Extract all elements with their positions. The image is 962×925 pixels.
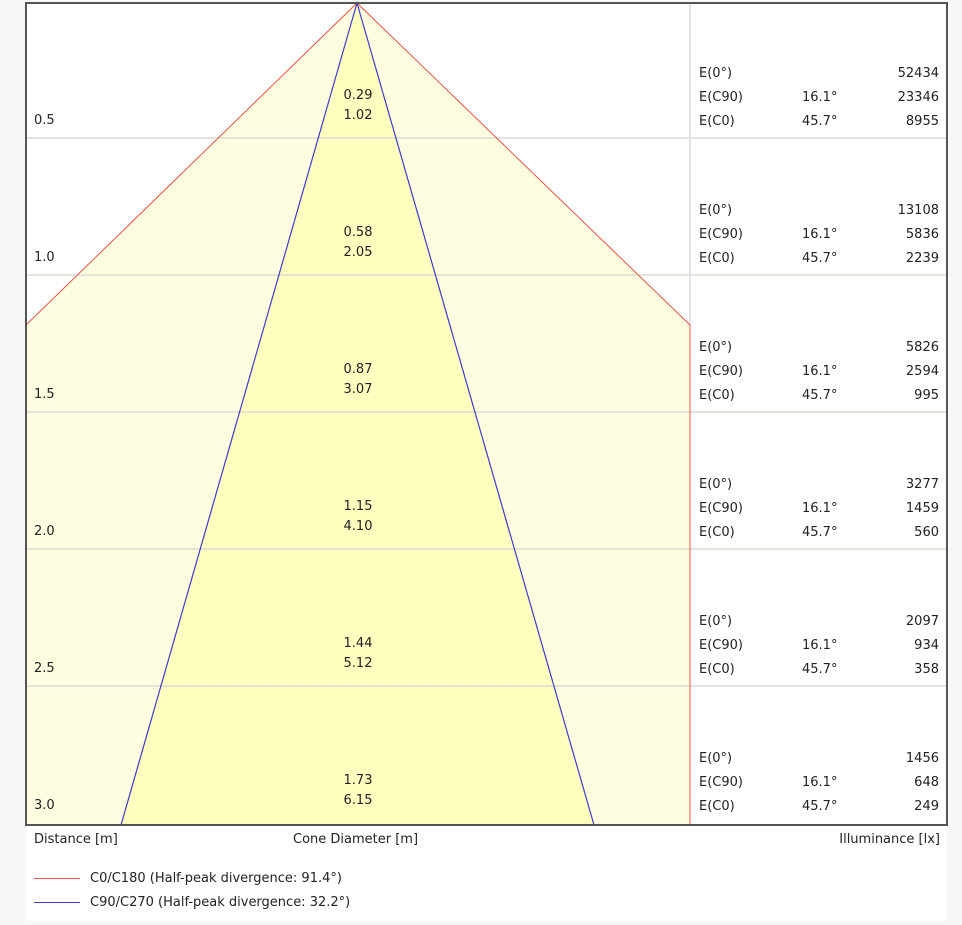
plot-frame bbox=[25, 2, 948, 826]
c90-diameter: 0.87 bbox=[344, 362, 373, 377]
blue-line-swatch-icon bbox=[34, 901, 80, 903]
illum-value: 5826 bbox=[906, 340, 939, 355]
illum-value: 560 bbox=[914, 525, 939, 540]
illuminance-block-4: E(0°) 2097 E(C90) 16.1° 934 E(C0) 45.7° … bbox=[699, 614, 939, 677]
distance-label: 1.0 bbox=[34, 250, 55, 265]
illum-value: 13108 bbox=[898, 203, 939, 218]
illum-angle: 45.7° bbox=[802, 388, 837, 403]
illuminance-block-5: E(0°) 1456 E(C90) 16.1° 648 E(C0) 45.7° … bbox=[699, 751, 939, 814]
illum-label: E(0°) bbox=[699, 340, 732, 355]
illum-label: E(C90) bbox=[699, 227, 743, 242]
c90-diameter: 1.73 bbox=[344, 773, 373, 788]
illum-label: E(C90) bbox=[699, 501, 743, 516]
illum-label: E(0°) bbox=[699, 614, 732, 629]
legend-label: C0/C180 (Half-peak divergence: 91.4°) bbox=[90, 870, 342, 886]
illum-angle: 16.1° bbox=[802, 227, 837, 242]
distance-axis-label: Distance [m] bbox=[34, 832, 118, 847]
illum-angle: 16.1° bbox=[802, 775, 837, 790]
illuminance-block-1: E(0°) 13108 E(C90) 16.1° 5836 E(C0) 45.7… bbox=[699, 203, 939, 266]
legend-item-c0: C0/C180 (Half-peak divergence: 91.4°) bbox=[34, 869, 342, 887]
c0-diameter: 1.02 bbox=[344, 108, 373, 123]
illum-value: 52434 bbox=[898, 66, 939, 81]
illum-value: 249 bbox=[914, 799, 939, 814]
illum-label: E(C90) bbox=[699, 364, 743, 379]
illum-value: 1456 bbox=[906, 751, 939, 766]
illum-value: 5836 bbox=[906, 227, 939, 242]
illum-value: 934 bbox=[914, 638, 939, 653]
c90-diameter: 0.58 bbox=[344, 225, 373, 240]
illum-label: E(C0) bbox=[699, 114, 735, 129]
illum-value: 8955 bbox=[906, 114, 939, 129]
grid-lines bbox=[26, 137, 947, 687]
illum-angle: 45.7° bbox=[802, 114, 837, 129]
c90-cone-fill bbox=[121, 3, 594, 825]
illum-label: E(C0) bbox=[699, 251, 735, 266]
distance-label: 2.5 bbox=[34, 661, 55, 676]
red-line-swatch-icon bbox=[34, 877, 80, 879]
cone-diameter-labels: 0.29 1.02 0.58 2.05 0.87 3.07 1.15 4.10 … bbox=[344, 88, 373, 808]
distance-label: 1.5 bbox=[34, 387, 55, 402]
illum-label: E(C0) bbox=[699, 525, 735, 540]
c0-diameter: 6.15 bbox=[344, 793, 373, 808]
c90-diameter: 0.29 bbox=[344, 88, 373, 103]
illum-angle: 16.1° bbox=[802, 90, 837, 105]
illum-label: E(C90) bbox=[699, 90, 743, 105]
illum-value: 995 bbox=[914, 388, 939, 403]
illum-label: E(0°) bbox=[699, 203, 732, 218]
illum-angle: 16.1° bbox=[802, 501, 837, 516]
distance-label: 0.5 bbox=[34, 113, 55, 128]
illum-label: E(C90) bbox=[699, 775, 743, 790]
illum-label: E(C0) bbox=[699, 799, 735, 814]
illum-angle: 45.7° bbox=[802, 251, 837, 266]
illuminance-block-2: E(0°) 5826 E(C90) 16.1° 2594 E(C0) 45.7°… bbox=[699, 340, 939, 403]
illum-value: 23346 bbox=[898, 90, 939, 105]
illuminance-block-0: E(0°) 52434 E(C90) 16.1° 23346 E(C0) 45.… bbox=[699, 66, 939, 129]
illum-label: E(C90) bbox=[699, 638, 743, 653]
c0-diameter: 5.12 bbox=[344, 656, 373, 671]
legend-label: C90/C270 (Half-peak divergence: 32.2°) bbox=[90, 894, 351, 910]
illum-label: E(C0) bbox=[699, 662, 735, 677]
distance-label: 3.0 bbox=[34, 798, 55, 813]
cone-diameter-axis-label: Cone Diameter [m] bbox=[293, 832, 419, 847]
c0-diameter: 4.10 bbox=[344, 519, 373, 534]
legend-area-background bbox=[26, 826, 947, 921]
illum-angle: 45.7° bbox=[802, 525, 837, 540]
illum-angle: 45.7° bbox=[802, 799, 837, 814]
illum-angle: 16.1° bbox=[802, 638, 837, 653]
illum-label: E(0°) bbox=[699, 477, 732, 492]
illum-value: 3277 bbox=[906, 477, 939, 492]
illum-value: 2097 bbox=[906, 614, 939, 629]
illum-label: E(0°) bbox=[699, 66, 732, 81]
illuminance-axis-label: Illuminance [lx] bbox=[839, 832, 940, 847]
illum-value: 358 bbox=[914, 662, 939, 677]
c0-diameter: 2.05 bbox=[344, 245, 373, 260]
illum-value: 2239 bbox=[906, 251, 939, 266]
illum-value: 1459 bbox=[906, 501, 939, 516]
illum-angle: 45.7° bbox=[802, 662, 837, 677]
illum-value: 2594 bbox=[906, 364, 939, 379]
illuminance-block-3: E(0°) 3277 E(C90) 16.1° 1459 E(C0) 45.7°… bbox=[699, 477, 939, 540]
illum-label: E(C0) bbox=[699, 388, 735, 403]
distance-label: 2.0 bbox=[34, 524, 55, 539]
c90-diameter: 1.15 bbox=[344, 499, 373, 514]
distance-labels: 0.5 1.0 1.5 2.0 2.5 3.0 bbox=[34, 113, 55, 813]
c90-diameter: 1.44 bbox=[344, 636, 373, 651]
c0-c180-line bbox=[25, 2, 691, 825]
illum-angle: 16.1° bbox=[802, 364, 837, 379]
illum-value: 648 bbox=[914, 775, 939, 790]
illum-label: E(0°) bbox=[699, 751, 732, 766]
c0-diameter: 3.07 bbox=[344, 382, 373, 397]
legend-item-c90: C90/C270 (Half-peak divergence: 32.2°) bbox=[34, 893, 350, 911]
